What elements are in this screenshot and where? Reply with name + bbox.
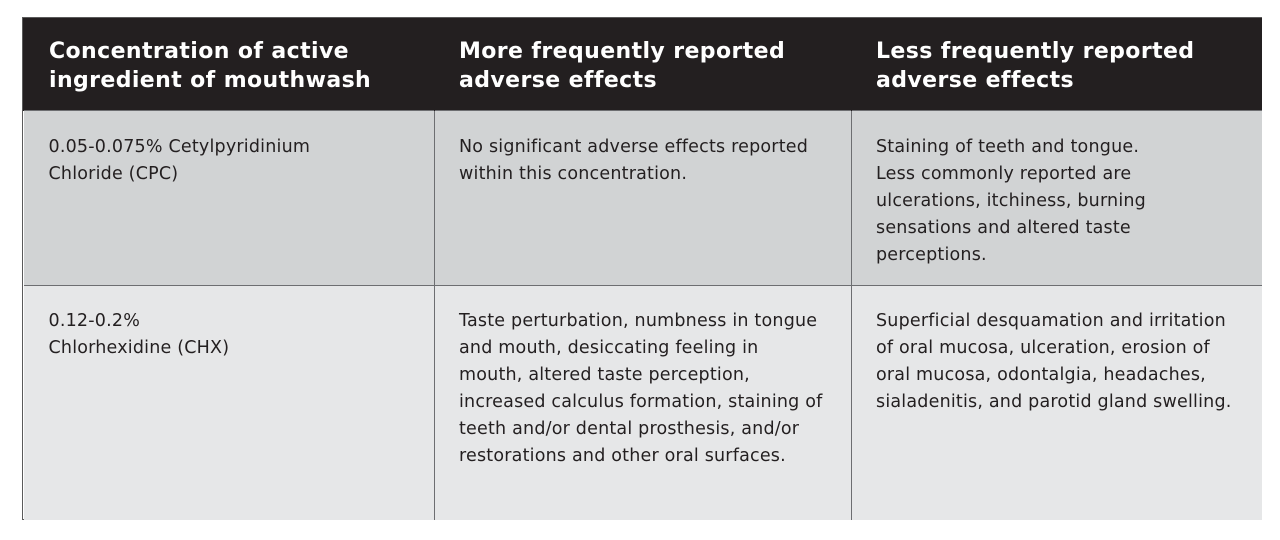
cell-text: 0.12-0.2% Chlorhexidine (CHX) [48, 310, 230, 358]
cell-text: Taste perturbation, numbness in tongue a… [459, 310, 823, 466]
table-header: Concentration of active ingredient of mo… [23, 18, 1262, 110]
cell-concentration: 0.12-0.2% Chlorhexidine (CHX) [23, 284, 435, 520]
header-row: Concentration of active ingredient of mo… [23, 18, 1262, 110]
header-concentration: Concentration of active ingredient of mo… [23, 18, 435, 110]
cell-text: 0.05-0.075% Cetylpyridinium Chloride (CP… [48, 136, 311, 184]
cell-more-frequent: Taste perturbation, numbness in tongue a… [434, 284, 852, 520]
header-less-frequent: Less frequently reported adverse effects [851, 18, 1262, 110]
table-body: 0.05-0.075% Cetylpyridinium Chloride (CP… [23, 109, 1262, 520]
table-row: 0.12-0.2% Chlorhexidine (CHX) Taste pert… [23, 284, 1262, 520]
cell-text: Staining of teeth and tongue. Less commo… [876, 136, 1146, 265]
adverse-effects-table: Concentration of active ingredient of mo… [22, 17, 1262, 520]
cell-more-frequent: No significant adverse effects reported … [434, 109, 852, 285]
cell-concentration: 0.05-0.075% Cetylpyridinium Chloride (CP… [23, 109, 435, 285]
table-grid: Concentration of active ingredient of mo… [23, 18, 1262, 520]
cell-text: No significant adverse effects reported … [459, 136, 809, 184]
cell-less-frequent: Superficial desquamation and irritation … [851, 284, 1262, 520]
table-row: 0.05-0.075% Cetylpyridinium Chloride (CP… [23, 109, 1262, 285]
cell-text: Superficial desquamation and irritation … [876, 310, 1232, 412]
cell-less-frequent: Staining of teeth and tongue. Less commo… [851, 109, 1262, 285]
header-more-frequent: More frequently reported adverse effects [434, 18, 852, 110]
